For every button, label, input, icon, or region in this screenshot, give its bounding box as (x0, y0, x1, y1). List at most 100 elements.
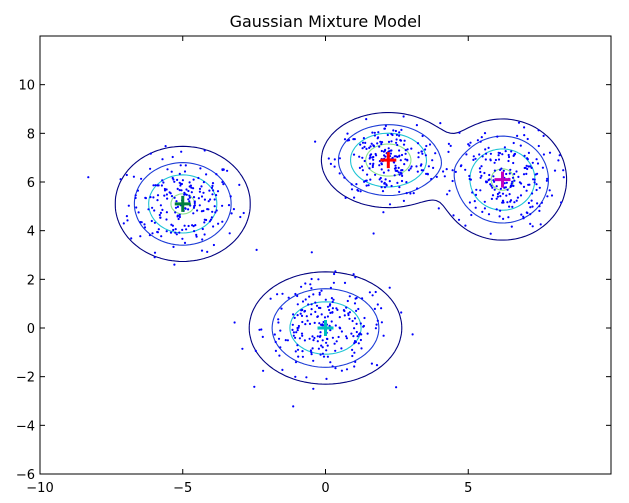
sample-point (371, 131, 374, 134)
sample-point (143, 223, 146, 226)
sample-point (353, 302, 357, 305)
sample-point (258, 328, 261, 331)
sample-point (529, 165, 532, 168)
sample-point (356, 188, 359, 192)
sample-point (359, 338, 362, 342)
y-tick-label: 2 (27, 273, 35, 288)
sample-point (293, 316, 296, 319)
sample-point (531, 225, 534, 228)
sample-point (179, 184, 182, 187)
sample-point (395, 141, 398, 144)
sample-point (329, 303, 332, 306)
sample-point (380, 141, 384, 144)
sample-point (368, 291, 371, 294)
sample-point (541, 166, 545, 169)
sample-point (215, 209, 218, 212)
sample-point (211, 182, 215, 185)
sample-point (443, 175, 446, 178)
sample-point (153, 209, 156, 212)
sample-point (312, 293, 315, 296)
sample-point (479, 140, 482, 143)
sample-point (375, 364, 379, 367)
sample-point (175, 233, 178, 236)
sample-point (517, 121, 521, 124)
sample-point (464, 224, 467, 227)
sample-point (286, 339, 289, 342)
sample-point (412, 192, 415, 195)
sample-point (352, 138, 355, 141)
sample-point (159, 204, 162, 207)
sample-point (353, 196, 356, 199)
sample-point (180, 150, 183, 153)
sample-point (319, 334, 322, 337)
sample-point (405, 181, 408, 184)
sample-point (560, 201, 563, 204)
sample-point (370, 362, 373, 365)
sample-point (468, 177, 471, 181)
sample-point (221, 204, 224, 207)
sample-point (420, 150, 423, 153)
sample-point (193, 204, 196, 207)
sample-point (537, 144, 540, 148)
sample-point (310, 313, 313, 316)
sample-point (294, 292, 297, 296)
sample-point (195, 235, 198, 238)
sample-point (442, 170, 445, 173)
sample-point (415, 124, 418, 127)
sample-point (390, 184, 393, 188)
sample-point (390, 140, 393, 143)
sample-point (345, 337, 348, 340)
sample-point (435, 175, 438, 178)
sample-point (364, 141, 367, 144)
sample-point (334, 367, 337, 370)
sample-point (382, 171, 385, 174)
sample-points (87, 115, 565, 408)
sample-point (135, 206, 138, 209)
sample-point (510, 225, 513, 228)
sample-point (217, 222, 220, 225)
sample-point (346, 299, 349, 303)
sample-point (471, 191, 474, 194)
sample-point (472, 158, 475, 161)
sample-point (472, 155, 475, 158)
sample-point (522, 173, 526, 176)
sample-point (501, 192, 505, 195)
sample-point (306, 319, 309, 322)
sample-point (391, 133, 394, 137)
sample-point (343, 176, 346, 179)
sample-point (212, 243, 215, 247)
sample-point (383, 186, 387, 189)
sample-point (326, 315, 329, 318)
sample-point (189, 184, 192, 187)
sample-point (178, 213, 181, 216)
sample-point (305, 376, 308, 379)
sample-point (165, 218, 168, 221)
sample-point (338, 172, 341, 175)
sample-point (356, 335, 359, 338)
sample-point (156, 231, 159, 234)
sample-point (494, 158, 497, 162)
sample-point (324, 298, 327, 301)
sample-point (353, 351, 356, 354)
sample-point (143, 226, 147, 229)
sample-point (491, 186, 494, 189)
sample-point (398, 154, 401, 157)
sample-point (401, 174, 404, 177)
sample-point (345, 335, 348, 338)
sample-point (393, 174, 396, 177)
sample-point (174, 231, 177, 234)
sample-point (385, 183, 388, 186)
sample-point (417, 151, 420, 154)
sample-point (321, 352, 324, 355)
sample-point (159, 211, 162, 214)
sample-point (495, 208, 498, 211)
sample-point (362, 324, 365, 328)
sample-point (161, 179, 164, 182)
sample-point (163, 189, 167, 192)
sample-point (294, 350, 297, 353)
sample-point (532, 178, 535, 181)
sample-point (329, 329, 332, 332)
sample-point (352, 153, 356, 156)
sample-point (162, 181, 165, 184)
